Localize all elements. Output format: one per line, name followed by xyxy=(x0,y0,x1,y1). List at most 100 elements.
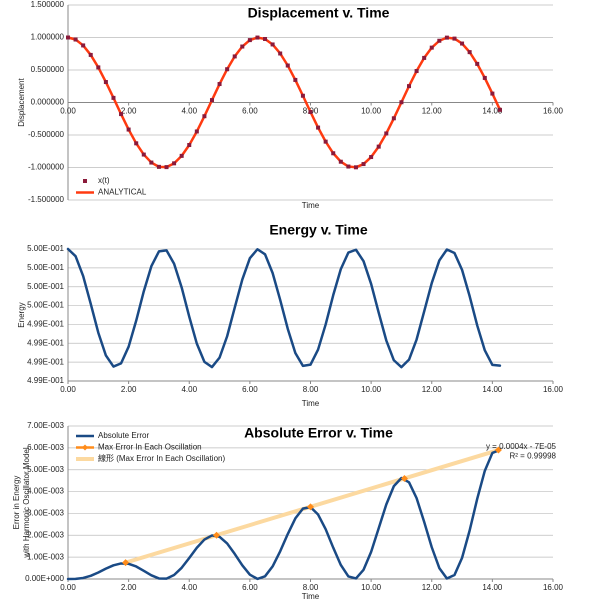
x-tick-label: 12.00 xyxy=(422,107,443,116)
marker xyxy=(179,153,184,158)
y-tick-label: 0.500000 xyxy=(31,65,65,74)
chart-title: Energy v. Time xyxy=(269,222,368,238)
y-tick-label: 4.99E-001 xyxy=(27,376,64,385)
marker xyxy=(422,55,427,60)
y-tick-label: 5.00E-001 xyxy=(27,301,64,310)
marker xyxy=(338,159,343,164)
y-axis-label: Displacement xyxy=(17,77,26,126)
marker xyxy=(187,143,192,148)
x-tick-label: 16.00 xyxy=(543,385,564,394)
x-tick-label: 0.00 xyxy=(60,107,76,116)
marker xyxy=(391,116,396,121)
marker xyxy=(444,35,449,40)
y-tick-label: 1.500000 xyxy=(31,0,65,9)
marker xyxy=(399,100,404,105)
marker xyxy=(300,93,305,98)
marker xyxy=(232,54,237,59)
marker xyxy=(202,114,207,119)
x-tick-label: 10.00 xyxy=(361,107,382,116)
annotation: y = 0.0004x - 7E-05 xyxy=(486,442,557,451)
marker xyxy=(361,162,366,167)
marker xyxy=(213,531,221,539)
marker xyxy=(247,38,252,43)
marker xyxy=(96,65,101,70)
x-tick-label: 14.00 xyxy=(482,107,503,116)
marker xyxy=(149,160,154,165)
y-tick-label: -1.500000 xyxy=(28,195,65,204)
x-tick-label: 10.00 xyxy=(361,385,382,394)
marker xyxy=(494,446,502,454)
series-line xyxy=(66,448,502,581)
legend-label: Max Error In Each Oscillation xyxy=(98,443,202,452)
marker xyxy=(134,141,139,146)
marker xyxy=(497,107,502,112)
marker xyxy=(331,151,336,156)
y-tick-label: 1.00E-003 xyxy=(27,552,64,561)
marker xyxy=(172,161,177,166)
marker xyxy=(482,75,487,80)
chart-title: Absolute Error v. Time xyxy=(244,425,393,441)
chart-title: Displacement v. Time xyxy=(248,5,390,21)
legend-label: x(t) xyxy=(98,176,110,185)
y-tick-label: 1.000000 xyxy=(31,33,65,42)
x-tick-label: 4.00 xyxy=(181,385,197,394)
marker xyxy=(103,80,108,85)
marker xyxy=(66,35,70,40)
y-tick-label: 5.00E-001 xyxy=(27,282,64,291)
x-tick-label: 4.00 xyxy=(181,107,197,116)
marker xyxy=(353,165,358,170)
x-tick-label: 16.00 xyxy=(543,107,564,116)
marker xyxy=(308,109,313,114)
x-tick-label: 8.00 xyxy=(303,385,319,394)
x-axis-label: Time xyxy=(302,399,320,408)
x-tick-label: 4.00 xyxy=(181,583,197,592)
x-axis-label: Time xyxy=(302,592,320,599)
x-tick-label: 16.00 xyxy=(543,583,564,592)
legend-swatch xyxy=(82,444,88,451)
marker xyxy=(263,36,268,41)
marker xyxy=(490,91,495,96)
legend-swatch xyxy=(83,179,87,183)
marker xyxy=(111,95,116,100)
x-tick-label: 6.00 xyxy=(242,385,258,394)
y-tick-label: 5.00E-001 xyxy=(27,244,64,253)
marker xyxy=(141,152,146,157)
marker xyxy=(126,127,131,132)
x-tick-label: 0.00 xyxy=(60,583,76,592)
x-tick-label: 2.00 xyxy=(121,107,137,116)
y-tick-label: 4.99E-001 xyxy=(27,357,64,366)
marker xyxy=(376,144,381,149)
y-tick-label: -0.500000 xyxy=(28,130,65,139)
x-tick-label: 10.00 xyxy=(361,583,382,592)
x-tick-label: 6.00 xyxy=(242,583,258,592)
y-tick-label: 0.000000 xyxy=(31,98,65,107)
y-axis-label: Error in Energy xyxy=(12,476,21,530)
marker xyxy=(270,42,275,47)
marker xyxy=(194,129,199,134)
marker xyxy=(369,155,374,160)
marker xyxy=(414,69,419,74)
y-axis-label: with Harmonic Oscillator Model xyxy=(22,447,31,558)
marker xyxy=(307,503,314,511)
x-tick-label: 12.00 xyxy=(422,385,443,394)
y-tick-label: 0.00E+000 xyxy=(25,574,64,583)
marker xyxy=(156,164,161,169)
marker xyxy=(323,139,328,144)
marker xyxy=(452,36,457,41)
y-tick-label: 7.00E-003 xyxy=(27,421,64,430)
marker xyxy=(316,125,321,130)
x-tick-label: 12.00 xyxy=(422,583,443,592)
marker xyxy=(467,50,472,55)
y-tick-label: 4.99E-001 xyxy=(27,320,64,329)
marker xyxy=(346,164,351,169)
legend-label: 線形 (Max Error In Each Oscillation) xyxy=(98,453,225,463)
marker xyxy=(285,63,290,68)
y-tick-label: 6.00E-003 xyxy=(27,443,64,452)
marker xyxy=(225,67,230,72)
marker xyxy=(240,44,245,49)
y-tick-label: -1.000000 xyxy=(28,163,65,172)
annotation: R² = 0.99998 xyxy=(510,452,557,461)
marker xyxy=(400,474,408,482)
marker xyxy=(119,112,124,117)
